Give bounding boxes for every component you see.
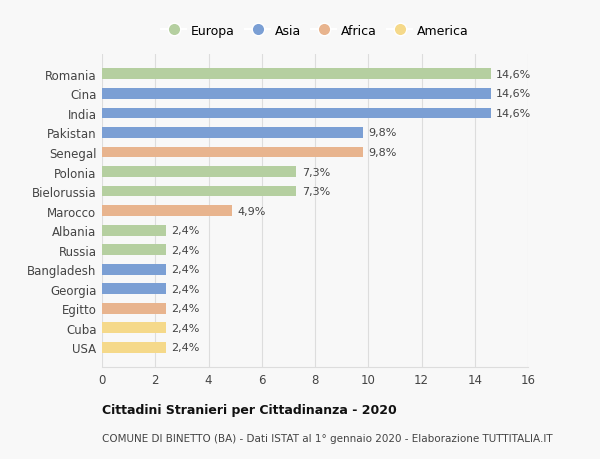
Text: 2,4%: 2,4% [171, 245, 200, 255]
Bar [102, 147, 363, 158]
Bar [102, 186, 296, 197]
Bar [102, 69, 491, 80]
Bar [102, 342, 166, 353]
Text: 9,8%: 9,8% [368, 148, 397, 157]
Text: 14,6%: 14,6% [496, 89, 532, 99]
Bar [102, 245, 166, 256]
Text: 9,8%: 9,8% [368, 128, 397, 138]
Text: 14,6%: 14,6% [496, 70, 532, 79]
Bar [102, 323, 166, 334]
Bar [102, 284, 166, 295]
Bar [102, 225, 166, 236]
Text: 2,4%: 2,4% [171, 284, 200, 294]
Text: 7,3%: 7,3% [302, 167, 330, 177]
Bar [102, 206, 232, 217]
Bar [102, 264, 166, 275]
Legend: Europa, Asia, Africa, America: Europa, Asia, Africa, America [157, 21, 473, 41]
Text: 7,3%: 7,3% [302, 187, 330, 196]
Text: 14,6%: 14,6% [496, 109, 532, 118]
Bar [102, 303, 166, 314]
Bar [102, 167, 296, 178]
Bar [102, 89, 491, 100]
Text: Cittadini Stranieri per Cittadinanza - 2020: Cittadini Stranieri per Cittadinanza - 2… [102, 403, 397, 416]
Text: 2,4%: 2,4% [171, 323, 200, 333]
Text: 2,4%: 2,4% [171, 265, 200, 274]
Bar [102, 128, 363, 139]
Text: 2,4%: 2,4% [171, 343, 200, 353]
Text: 4,9%: 4,9% [238, 206, 266, 216]
Text: 2,4%: 2,4% [171, 304, 200, 313]
Text: 2,4%: 2,4% [171, 226, 200, 235]
Text: COMUNE DI BINETTO (BA) - Dati ISTAT al 1° gennaio 2020 - Elaborazione TUTTITALIA: COMUNE DI BINETTO (BA) - Dati ISTAT al 1… [102, 433, 553, 442]
Bar [102, 108, 491, 119]
